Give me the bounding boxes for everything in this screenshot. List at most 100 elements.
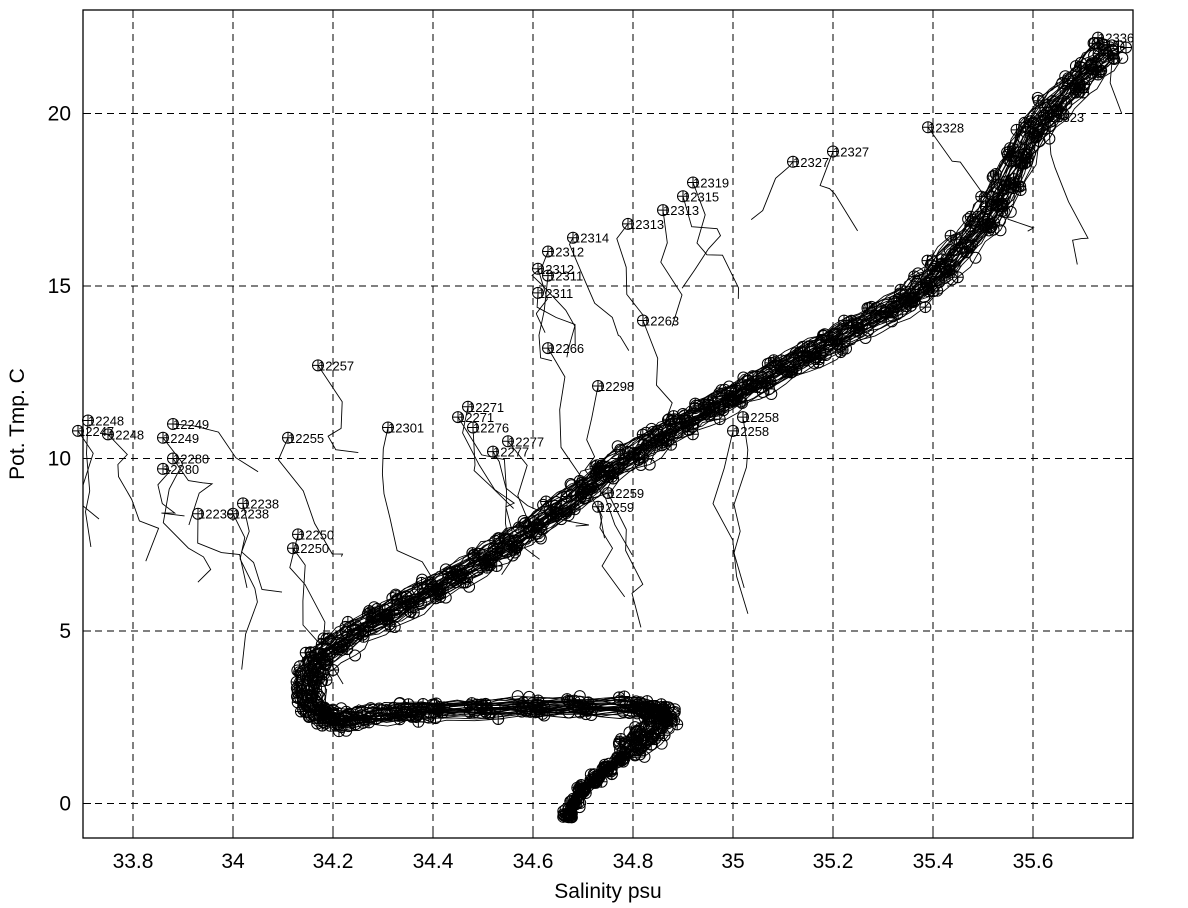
circle-marker (476, 551, 489, 564)
plus-marker (717, 404, 729, 416)
plus-marker (535, 521, 547, 533)
station-profile-line (1047, 116, 1089, 265)
circle-marker (658, 711, 671, 724)
plus-marker (951, 233, 963, 245)
station-label: 12280 (173, 452, 209, 467)
station-profile-line (750, 161, 794, 220)
station-label: 12276 (473, 420, 509, 435)
station-plus-marker (157, 463, 169, 475)
plus-marker (888, 295, 900, 307)
plus-marker (485, 553, 497, 565)
plus-marker (561, 693, 573, 705)
plus-marker (405, 606, 417, 618)
plus-marker (653, 728, 665, 740)
plus-marker (845, 315, 857, 327)
station-profile-line (712, 430, 749, 614)
plus-marker (659, 729, 671, 741)
station-label: 12257 (318, 358, 354, 373)
circle-marker (618, 737, 631, 750)
circle-marker (388, 620, 401, 633)
station-label: 12249 (163, 431, 199, 446)
circle-marker (567, 792, 580, 805)
circle-marker (564, 809, 577, 822)
circle-marker (593, 462, 606, 475)
circle-marker (807, 356, 820, 369)
plus-marker (750, 381, 762, 393)
station-profile-line (819, 151, 858, 232)
station-plus-marker (157, 432, 169, 444)
circle-marker (948, 260, 961, 273)
plus-marker (536, 708, 548, 720)
station-label: 12238 (233, 507, 269, 522)
x-tick-label: 34.4 (413, 850, 454, 873)
station-plus-marker (467, 421, 479, 433)
circle-marker (526, 697, 539, 710)
plus-marker (1005, 150, 1017, 162)
station-label: 12280 (163, 462, 199, 477)
plus-marker (1007, 173, 1019, 185)
circle-marker (933, 275, 946, 288)
plus-marker (1095, 65, 1107, 77)
plus-marker (491, 560, 503, 572)
station-label: 12311 (548, 269, 583, 284)
plus-marker (835, 346, 847, 358)
plus-marker (814, 347, 826, 359)
circle-marker (415, 597, 428, 610)
circle-marker (829, 327, 842, 340)
station-plus-marker (192, 508, 204, 520)
plus-marker (1025, 115, 1037, 127)
circle-marker (515, 705, 528, 718)
plus-marker (637, 429, 649, 441)
y-tick-label: 20 (48, 103, 71, 126)
station-profile-line (681, 196, 722, 289)
station-plus-marker (487, 446, 499, 458)
plus-marker (1098, 39, 1110, 51)
plus-marker (492, 542, 504, 554)
plus-marker (1012, 180, 1024, 192)
station-labels: 1233612323123281232712327123191231512313… (78, 31, 1134, 557)
station-label: 12255 (288, 431, 324, 446)
circle-marker (533, 530, 546, 543)
circle-marker (668, 703, 681, 716)
plus-marker (850, 325, 862, 337)
station-label: 12277 (508, 434, 544, 449)
plus-marker (1003, 146, 1015, 158)
plus-marker (1039, 102, 1051, 114)
plus-marker (1070, 87, 1082, 99)
circle-marker (982, 217, 995, 230)
circle-marker (415, 705, 428, 718)
circle-marker (584, 701, 597, 714)
station-profile-line (584, 386, 633, 556)
x-tick-label: 34.6 (513, 850, 554, 873)
circle-marker (393, 697, 406, 710)
plus-marker (1050, 100, 1062, 112)
station-label: 12319 (693, 176, 729, 191)
plus-marker (438, 701, 450, 713)
plus-marker (303, 657, 315, 669)
circle-marker (616, 456, 629, 469)
circle-marker (303, 669, 316, 682)
station-profile-line (162, 437, 212, 583)
plus-marker (359, 625, 371, 637)
plus-marker (381, 707, 393, 719)
plus-marker (574, 475, 586, 487)
circle-marker (489, 548, 502, 561)
circle-marker (969, 251, 982, 264)
plus-marker (366, 616, 378, 628)
station-profile-line (85, 420, 92, 547)
circle-marker (290, 690, 303, 703)
plus-marker (560, 507, 572, 519)
circle-marker (616, 705, 629, 718)
circle-marker (634, 458, 647, 471)
plus-marker (308, 709, 320, 721)
circle-marker (900, 300, 913, 313)
plus-marker (1055, 108, 1067, 120)
plus-marker (635, 705, 647, 717)
plus-marker (606, 764, 618, 776)
circle-marker (1036, 122, 1049, 135)
station-profile-line (157, 468, 185, 517)
plus-marker (423, 712, 435, 724)
plus-marker (987, 170, 999, 182)
station-label: 12239 (198, 507, 234, 522)
circle-marker (332, 643, 345, 656)
